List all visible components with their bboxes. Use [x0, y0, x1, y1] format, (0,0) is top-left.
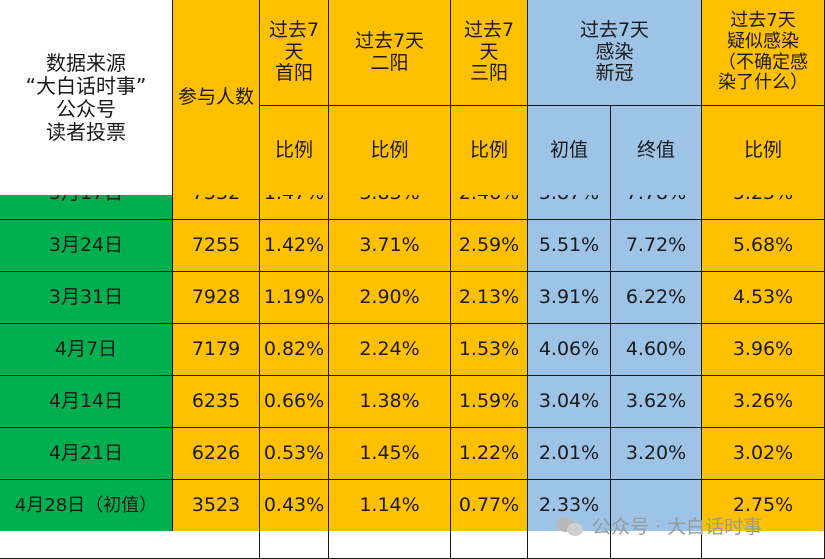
row-second-cell[interactable]: 3.83%: [329, 195, 451, 220]
row-suspected-cell[interactable]: 3.02%: [702, 428, 825, 480]
header-suspected-cell[interactable]: 过去7天 疑似感染 （不确定感 染了什么）: [702, 0, 825, 106]
row-second-cell[interactable]: 1.45%: [329, 428, 451, 480]
row-participants-cell[interactable]: 7255: [173, 220, 260, 272]
empty-cell[interactable]: [528, 531, 611, 559]
row-final-cell[interactable]: 3.62%: [611, 376, 702, 428]
row-initial-cell[interactable]: 4.06%: [528, 324, 611, 376]
row-initial-cell[interactable]: 3.04%: [528, 376, 611, 428]
row-third-cell[interactable]: 1.53%: [451, 324, 528, 376]
row-initial-cell[interactable]: 2.01%: [528, 428, 611, 480]
row-date-cell[interactable]: 4月21日: [0, 428, 173, 480]
row-second-cell[interactable]: 1.14%: [329, 480, 451, 531]
row-first-cell[interactable]: 1.47%: [260, 195, 329, 220]
row-participants-cell[interactable]: 3523: [173, 480, 260, 531]
row-second-cell[interactable]: 3.71%: [329, 220, 451, 272]
row-first-cell[interactable]: 0.43%: [260, 480, 329, 531]
row-final-cell[interactable]: 6.22%: [611, 272, 702, 324]
row-first-cell[interactable]: 1.19%: [260, 272, 329, 324]
header-final[interactable]: 终值: [611, 106, 702, 196]
row-suspected-cell[interactable]: 3.96%: [702, 324, 825, 376]
data-rows-region: 3月17日 7332 1.47% 3.83% 2.46% 5.87% 7.78%…: [0, 195, 825, 531]
wechat-icon: [556, 515, 586, 537]
row-third-cell[interactable]: 2.46%: [451, 195, 528, 220]
row-first-cell[interactable]: 0.82%: [260, 324, 329, 376]
row-third-cell[interactable]: 2.59%: [451, 220, 528, 272]
empty-cell[interactable]: [329, 531, 451, 559]
row-second-cell[interactable]: 1.38%: [329, 376, 451, 428]
header-ratio-suspected[interactable]: 比例: [702, 106, 825, 196]
row-third-cell[interactable]: 1.22%: [451, 428, 528, 480]
row-third-cell[interactable]: 2.13%: [451, 272, 528, 324]
row-final-cell[interactable]: 7.72%: [611, 220, 702, 272]
row-suspected-cell[interactable]: 5.25%: [702, 195, 825, 220]
row-participants-cell[interactable]: 7179: [173, 324, 260, 376]
header-third-positive-cell[interactable]: 过去7 天 三阳: [451, 0, 528, 106]
watermark-text: 公众号 · 大白话时事: [592, 516, 763, 538]
header-second-positive-cell[interactable]: 过去7天 二阳: [329, 0, 451, 106]
row-final-cell[interactable]: 4.60%: [611, 324, 702, 376]
row-date-cell[interactable]: 3月24日: [0, 220, 173, 272]
row-participants-cell[interactable]: 6235: [173, 376, 260, 428]
row-suspected-cell[interactable]: 2.75%: [702, 480, 825, 531]
row-date-cell[interactable]: 4月7日: [0, 324, 173, 376]
empty-cell[interactable]: [260, 531, 329, 559]
row-suspected-cell[interactable]: 3.26%: [702, 376, 825, 428]
header-ratio-second[interactable]: 比例: [329, 106, 451, 196]
row-second-cell[interactable]: 2.24%: [329, 324, 451, 376]
header-ratio-third[interactable]: 比例: [451, 106, 528, 196]
row-suspected-cell[interactable]: 5.68%: [702, 220, 825, 272]
watermark: 公众号 · 大白话时事: [556, 512, 762, 539]
row-date-cell[interactable]: 4月14日: [0, 376, 173, 428]
header-initial[interactable]: 初值: [528, 106, 611, 196]
row-third-cell[interactable]: 0.77%: [451, 480, 528, 531]
row-final-cell[interactable]: 3.20%: [611, 428, 702, 480]
row-first-cell[interactable]: 0.66%: [260, 376, 329, 428]
row-participants-cell[interactable]: 7928: [173, 272, 260, 324]
row-suspected-cell[interactable]: 4.53%: [702, 272, 825, 324]
row-initial-cell[interactable]: 3.91%: [528, 272, 611, 324]
row-second-cell[interactable]: 2.90%: [329, 272, 451, 324]
row-date-cell[interactable]: 4月28日（初值）: [0, 480, 173, 531]
header-infected-group-cell[interactable]: 过去7天 感染 新冠: [528, 0, 702, 106]
row-final-cell[interactable]: [611, 480, 702, 531]
row-participants-cell[interactable]: 6226: [173, 428, 260, 480]
header-source-cell[interactable]: 数据来源 “大白话时事” 公众号 读者投票: [0, 0, 173, 196]
row-date-cell[interactable]: 3月31日: [0, 272, 173, 324]
row-date-cell[interactable]: 3月17日: [0, 195, 173, 220]
row-initial-cell[interactable]: 5.87%: [528, 195, 611, 220]
row-initial-cell[interactable]: 5.51%: [528, 220, 611, 272]
row-third-cell[interactable]: 1.59%: [451, 376, 528, 428]
header-ratio-first[interactable]: 比例: [260, 106, 329, 196]
header-first-positive-cell[interactable]: 过去7 天 首阳: [260, 0, 329, 106]
header-participants-cell[interactable]: 参与人数: [173, 0, 260, 196]
empty-cell[interactable]: [702, 531, 825, 559]
empty-cell[interactable]: [173, 531, 260, 559]
row-first-cell[interactable]: 0.53%: [260, 428, 329, 480]
row-final-cell[interactable]: 7.78%: [611, 195, 702, 220]
row-first-cell[interactable]: 1.42%: [260, 220, 329, 272]
empty-cell[interactable]: [451, 531, 528, 559]
empty-cell[interactable]: [0, 531, 173, 559]
row-participants-cell[interactable]: 7332: [173, 195, 260, 220]
